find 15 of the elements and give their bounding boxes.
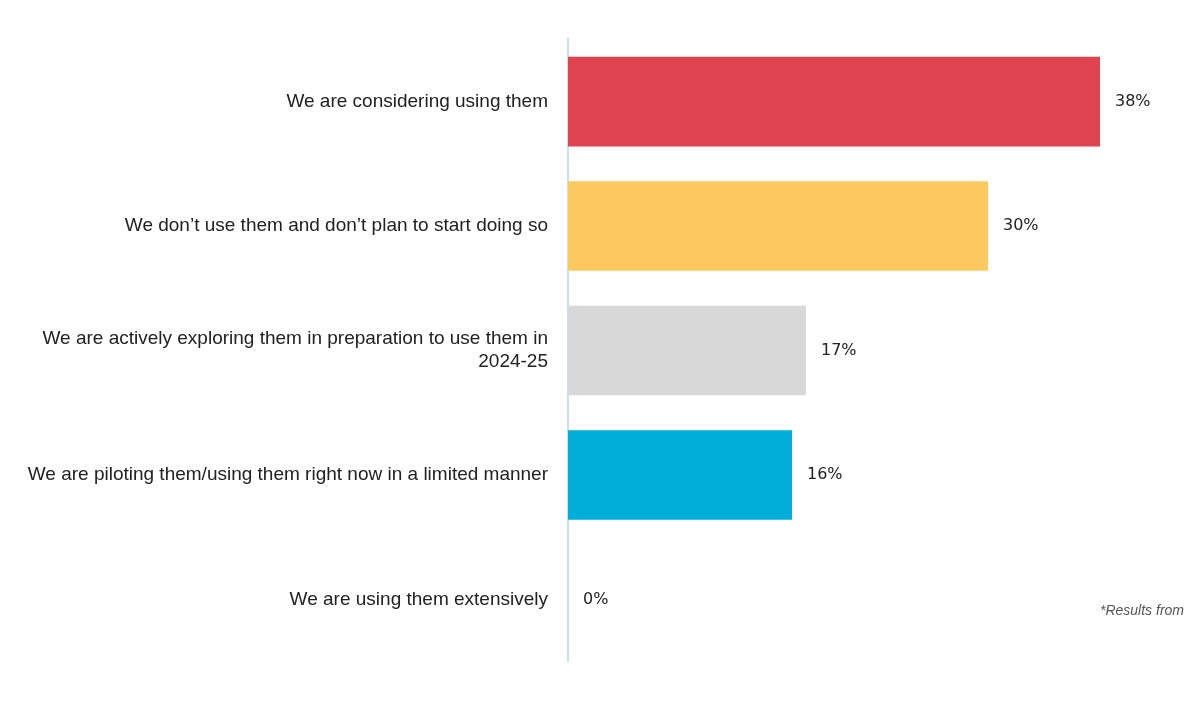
y-tick-label: We are actively exploring them in preparation to use them in 2024-25 [42,327,548,372]
y-tick-label: We are using them extensively [289,587,549,609]
y-tick-label: We are considering using them [286,89,548,111]
data-label: 17% [821,339,857,359]
bar [568,305,806,396]
data-label: 38% [1115,90,1151,110]
bar [568,56,1100,147]
annotation: *Results from [1099,602,1185,619]
bar [568,430,792,520]
data-label: 16% [807,464,843,484]
y-tick-label: We are piloting them/using them right now in a limited manner [27,463,549,485]
data-label: 0% [583,588,609,608]
bar [568,181,988,271]
data-label: 30% [1003,215,1039,235]
y-tick-label: We don’t use them and don’t plan to start doing so [124,214,548,236]
